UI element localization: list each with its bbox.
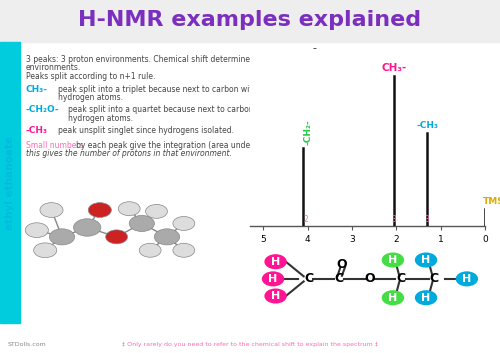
Text: hydrogen atoms.: hydrogen atoms. [68, 114, 133, 122]
Text: CH₃-: CH₃- [382, 63, 406, 73]
Text: peak split into a triplet because next to carbon with two: peak split into a triplet because next t… [58, 85, 274, 94]
Text: -CH₂O-: -CH₂O- [26, 105, 60, 114]
Text: H: H [388, 293, 398, 303]
Circle shape [456, 271, 478, 286]
Text: H: H [268, 274, 278, 284]
Text: by each peak give the integration (area under the peak): by each peak give the integration (area … [76, 141, 292, 150]
Text: CH₃-: CH₃- [26, 85, 48, 94]
Circle shape [88, 203, 112, 217]
Text: C: C [304, 273, 314, 285]
Circle shape [415, 290, 438, 305]
Text: H: H [388, 255, 398, 265]
Text: H: H [422, 255, 430, 265]
Circle shape [40, 203, 63, 217]
Text: -CH₂-: -CH₂- [303, 119, 312, 145]
Circle shape [382, 252, 404, 268]
Text: Peaks split according to n+1 rule.: Peaks split according to n+1 rule. [26, 72, 156, 81]
Bar [0, 0, 500, 42]
Text: C: C [335, 273, 344, 285]
Circle shape [264, 254, 287, 269]
Text: 3: 3 [392, 215, 396, 224]
Text: Small numbers: Small numbers [26, 141, 84, 150]
Text: this gives the number of protons in that environment.: this gives the number of protons in that… [26, 149, 232, 158]
Text: H: H [271, 291, 280, 301]
Text: -CH₃: -CH₃ [26, 126, 48, 134]
Circle shape [50, 229, 74, 245]
Text: C: C [396, 273, 405, 285]
Circle shape [154, 229, 180, 245]
Text: H-NMR examples explained: H-NMR examples explained [78, 10, 422, 30]
Circle shape [74, 219, 101, 236]
Text: -CH₃: -CH₃ [416, 121, 438, 130]
Circle shape [129, 215, 154, 232]
Text: O: O [312, 48, 318, 57]
Text: STDolls.com: STDolls.com [8, 342, 47, 347]
Circle shape [262, 271, 284, 286]
Text: peak unsplit singlet since hydrogens isolated.: peak unsplit singlet since hydrogens iso… [58, 126, 234, 134]
Text: 3 peaks: 3 proton environments. Chemical shift determined by these: 3 peaks: 3 proton environments. Chemical… [26, 55, 290, 64]
Text: 2: 2 [303, 215, 308, 224]
Text: O: O [301, 78, 307, 87]
Text: O: O [336, 258, 347, 271]
Circle shape [140, 243, 161, 257]
Bar [0, 42, 20, 323]
Text: peak split into a quartet because next to carbon with three: peak split into a quartet because next t… [68, 105, 295, 114]
Text: H: H [271, 257, 280, 267]
Circle shape [415, 252, 438, 268]
Circle shape [382, 290, 404, 305]
Text: ‡ Only rarely do you need to refer to the chemical shift to explain the spectrum: ‡ Only rarely do you need to refer to th… [122, 342, 378, 347]
Text: C: C [429, 273, 438, 285]
Text: TMS: TMS [483, 197, 500, 207]
Circle shape [34, 243, 57, 258]
Text: O: O [364, 273, 376, 285]
Text: hydrogen atoms.: hydrogen atoms. [58, 93, 123, 102]
Text: ethyl ethanoate: ethyl ethanoate [5, 136, 15, 229]
Text: 3: 3 [424, 215, 430, 224]
Text: H: H [422, 293, 430, 303]
Circle shape [118, 202, 140, 216]
Circle shape [264, 288, 287, 304]
Circle shape [146, 204, 168, 219]
Circle shape [173, 243, 195, 257]
Text: H: H [462, 274, 471, 284]
Circle shape [106, 230, 128, 244]
Circle shape [173, 216, 195, 231]
Text: environments.: environments. [26, 64, 81, 72]
Circle shape [25, 223, 48, 238]
